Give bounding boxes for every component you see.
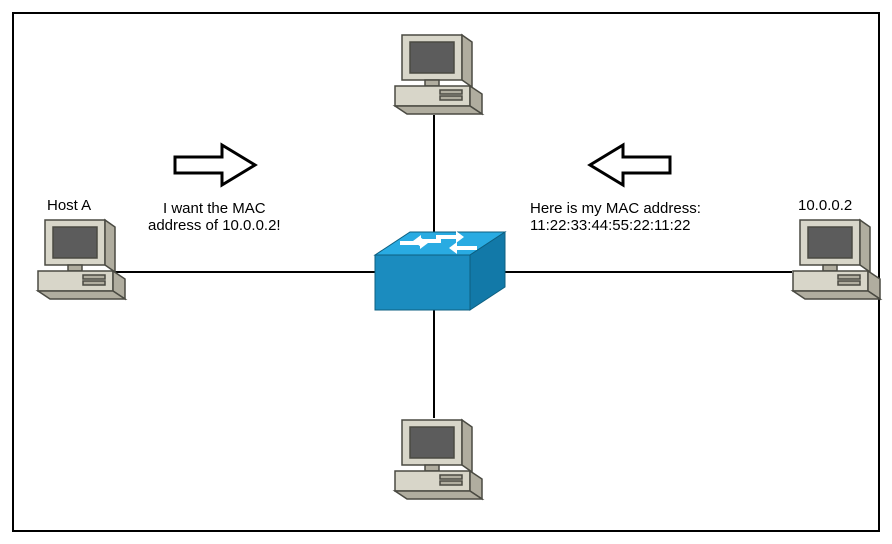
- computer-10-0-0-2: [790, 215, 892, 310]
- computer-top: [380, 30, 490, 125]
- request-message: I want the MAC address of 10.0.0.2!: [148, 200, 281, 234]
- reply-message: Here is my MAC address: 11:22:33:44:55:2…: [530, 200, 701, 234]
- arrow-reply: [585, 140, 675, 195]
- host-a-label: Host A: [47, 197, 91, 214]
- line-top: [433, 115, 435, 232]
- arrow-request: [170, 140, 260, 195]
- line-bottom: [433, 310, 435, 418]
- line-right: [505, 271, 792, 273]
- host-right-label: 10.0.0.2: [798, 197, 852, 214]
- computer-host-a: [35, 215, 145, 310]
- computer-bottom: [380, 415, 490, 510]
- network-switch: [370, 230, 510, 325]
- line-left: [105, 271, 375, 273]
